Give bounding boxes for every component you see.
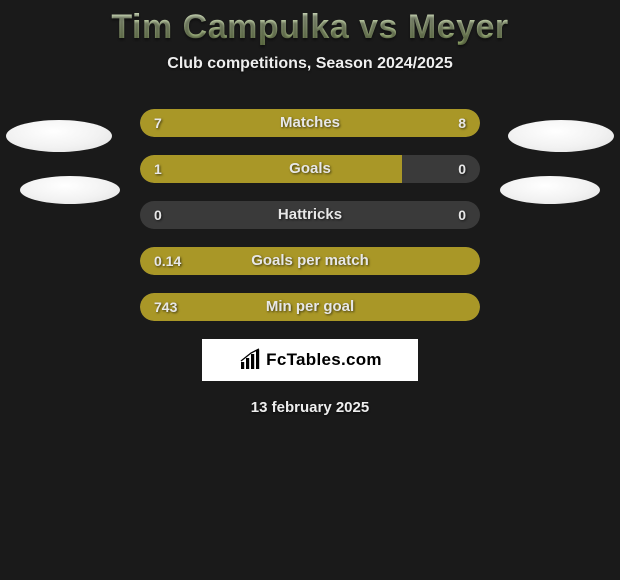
brand-badge[interactable]: FcTables.com [202, 339, 418, 381]
stat-label: Min per goal [140, 293, 480, 321]
date-label: 13 february 2025 [0, 399, 620, 416]
stats-container: 7 Matches 8 1 Goals 0 0 Hattricks 0 0.14… [140, 109, 480, 321]
stat-row-matches: 7 Matches 8 [140, 109, 480, 137]
player2-photo-top [508, 120, 614, 152]
page-title: Tim Campulka vs Meyer [0, 0, 620, 47]
stat-label: Matches [140, 109, 480, 137]
player1-photo-top [6, 120, 112, 152]
brand-text: FcTables.com [266, 350, 382, 370]
stat-row-min-per-goal: 743 Min per goal [140, 293, 480, 321]
subtitle: Club competitions, Season 2024/2025 [0, 55, 620, 73]
stat-label: Goals per match [140, 247, 480, 275]
stat-value-right: 0 [458, 201, 466, 229]
stat-label: Hattricks [140, 201, 480, 229]
player2-photo-bottom [500, 176, 600, 204]
stat-row-goals: 1 Goals 0 [140, 155, 480, 183]
stat-row-hattricks: 0 Hattricks 0 [140, 201, 480, 229]
stat-value-right: 8 [458, 109, 466, 137]
stat-row-goals-per-match: 0.14 Goals per match [140, 247, 480, 275]
bar-chart-icon [238, 348, 262, 372]
stat-label: Goals [140, 155, 480, 183]
player1-photo-bottom [20, 176, 120, 204]
stat-value-right: 0 [458, 155, 466, 183]
